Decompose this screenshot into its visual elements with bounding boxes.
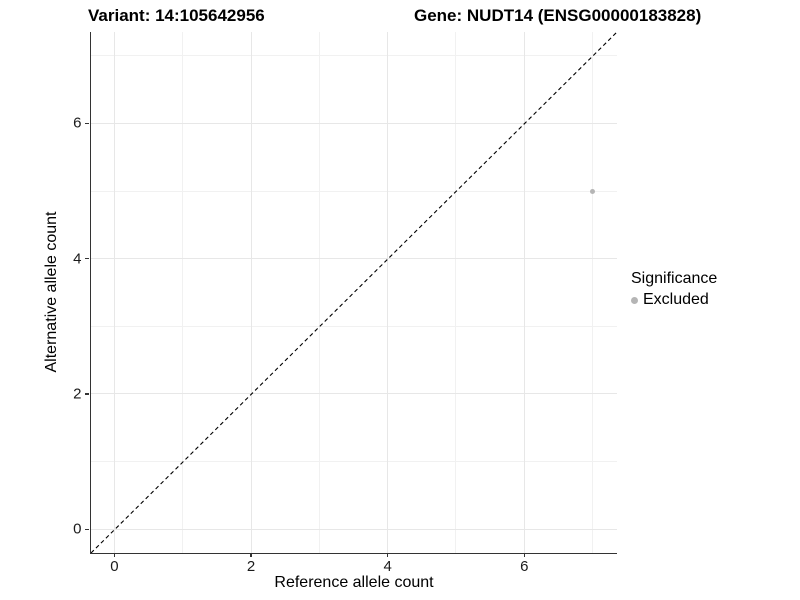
identity-line (90, 32, 617, 553)
y-axis-title: Alternative allele count (43, 211, 60, 373)
legend-title: Significance (631, 270, 718, 287)
y-axis-tick-label: 4 (73, 250, 82, 268)
gridline-x-major (523, 32, 525, 553)
x-axis-tick-label: 6 (520, 558, 529, 575)
gene-title: Gene: NUDT14 (ENSG00000183828) (414, 6, 702, 25)
gridline-y-minor (90, 461, 617, 463)
legend-point-icon (631, 296, 638, 304)
gridline-x-major (250, 32, 252, 553)
data-point (590, 188, 596, 194)
gridline-y-major (90, 528, 617, 530)
y-axis-tick-mark (85, 122, 89, 125)
x-axis-tick-mark (386, 553, 389, 557)
gridline-y-minor (90, 325, 617, 327)
x-axis-tick-label: 2 (246, 558, 256, 575)
legend-item-excluded: Excluded (631, 291, 717, 309)
gridline-x-minor (182, 32, 184, 553)
gridline-x-minor (455, 32, 457, 553)
x-axis-tick-mark (523, 553, 526, 557)
x-axis-tick-label: 0 (110, 558, 119, 575)
legend-item-label: Excluded (643, 291, 709, 308)
x-axis-tick-label: 4 (383, 558, 392, 575)
x-axis-tick-mark (250, 553, 252, 557)
gridline-y-major (90, 393, 617, 395)
legend: Significance Excluded (631, 270, 717, 309)
x-axis-title: Reference allele count (274, 574, 434, 591)
gridline-x-minor (592, 32, 594, 553)
y-axis-tick-label: 2 (73, 385, 82, 403)
gridline-y-major (90, 122, 617, 124)
gridline-y-minor (90, 55, 617, 57)
gridline-y-minor (90, 190, 617, 192)
y-axis-tick-mark (85, 528, 89, 531)
plot-panel: 0 2 4 6 0 2 4 6 (73, 32, 617, 574)
y-axis-tick-label: 6 (73, 114, 82, 132)
gridline-x-major (113, 32, 115, 553)
y-axis-tick-label: 0 (73, 520, 82, 538)
y-axis-tick-mark (85, 393, 89, 395)
variant-title: Variant: 14:105642956 (88, 6, 265, 25)
gridline-y-major (90, 258, 617, 260)
y-axis-tick-mark (85, 257, 89, 260)
gridline-x-major (387, 32, 389, 553)
x-axis-tick-mark (113, 553, 116, 557)
gridline-x-minor (318, 32, 320, 553)
